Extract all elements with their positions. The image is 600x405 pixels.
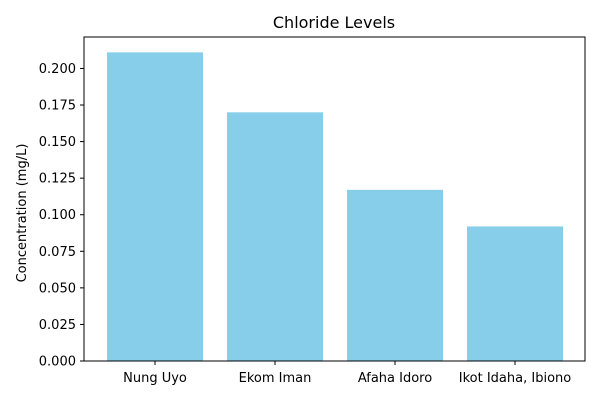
plot-frame	[83, 36, 586, 362]
bar-ikot-idaha-ibiono	[467, 226, 563, 361]
bar-ekom-iman	[227, 112, 323, 362]
y-tick-label: 0.125	[39, 172, 76, 187]
y-tick-label: 0.200	[39, 62, 76, 77]
y-tick-label: 0.025	[39, 318, 76, 333]
x-tick-label: Nung Uyo	[123, 371, 187, 386]
x-tick-label: Ekom Iman	[239, 371, 312, 386]
bar-nung-uyo	[107, 52, 203, 361]
axes-layer: Nung Uyo Ekom Iman Afaha Idoro Ikot Idaha, …	[39, 62, 571, 386]
chart-title: Chloride Levels	[273, 13, 395, 32]
y-tick-label: 0.075	[39, 245, 76, 260]
bars-layer	[107, 52, 563, 362]
y-tick-label: 0.050	[39, 281, 76, 296]
bar-afaha-idoro	[347, 189, 443, 361]
x-tick-label: Ikot Idaha, Ibiono	[459, 371, 571, 386]
x-tick-label: Afaha Idoro	[358, 371, 432, 386]
y-tick-label: 0.150	[39, 135, 76, 150]
y-axis-label: Concentration (mg/L)	[15, 144, 30, 283]
y-tick-label: 0.100	[39, 208, 76, 223]
y-tick-label: 0.000	[39, 355, 76, 370]
y-tick-label: 0.175	[39, 99, 76, 114]
